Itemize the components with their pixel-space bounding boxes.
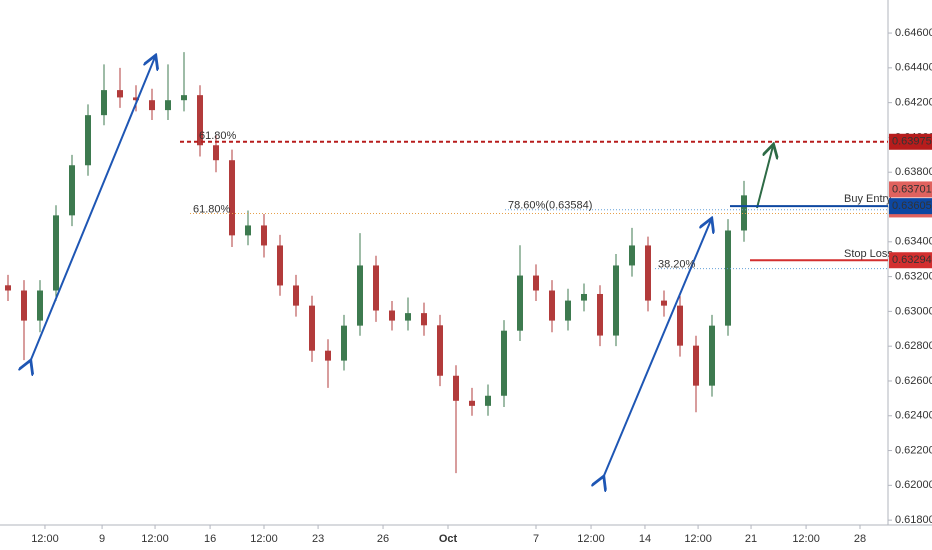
candle-body <box>629 245 635 266</box>
candle-body <box>613 265 619 336</box>
y-tick-label: 0.64200 <box>895 97 932 109</box>
x-tick-label: 12:00 <box>250 533 278 545</box>
candle-body <box>453 375 459 401</box>
candle-body <box>325 350 331 361</box>
candle-body <box>597 293 603 336</box>
x-tick-label: 28 <box>854 533 866 545</box>
candle-body <box>501 330 507 396</box>
arrow <box>756 146 773 209</box>
x-tick-label: 12:00 <box>684 533 712 545</box>
candle-body <box>373 265 379 311</box>
candle-body <box>213 145 219 161</box>
candle-body <box>181 95 187 101</box>
y-tick-label: 0.62200 <box>895 444 932 456</box>
y-tick-label: 0.64400 <box>895 62 932 74</box>
x-tick-label: 12:00 <box>141 533 169 545</box>
price-box <box>889 133 932 150</box>
candle-body <box>405 313 411 321</box>
candle-body <box>293 285 299 306</box>
price-label: 0.63701 <box>892 183 932 195</box>
fib-label: 61.80% <box>193 203 231 215</box>
price-label: 0.63975 <box>892 136 932 148</box>
fib-label: 38.20% <box>658 258 696 270</box>
y-tick-label: 0.63200 <box>895 270 932 282</box>
candle-body <box>437 325 443 376</box>
arrow <box>30 57 155 362</box>
y-tick-label: 0.63800 <box>895 166 932 178</box>
y-tick-label: 0.63400 <box>895 236 932 248</box>
candle-body <box>709 325 715 386</box>
x-tick-label: 23 <box>312 533 324 545</box>
candle-body <box>533 275 539 291</box>
candle-body <box>165 100 171 111</box>
candle-body <box>117 90 123 98</box>
candle-body <box>645 245 651 301</box>
x-tick-label: 7 <box>533 533 539 545</box>
candle-body <box>261 225 267 246</box>
price-label: 0.63605 <box>892 200 932 212</box>
price-label: 0.63294 <box>892 254 932 266</box>
fib-label: 78.60%(0.63584) <box>508 200 592 212</box>
candle-body <box>101 90 107 116</box>
x-tick-label: 14 <box>639 533 651 545</box>
candle-body <box>517 275 523 331</box>
candle-body <box>549 290 555 321</box>
candle-body <box>725 230 731 326</box>
candle-body <box>277 245 283 286</box>
candle-body <box>5 285 11 291</box>
price-box <box>889 252 932 269</box>
y-tick-label: 0.62000 <box>895 479 932 491</box>
candle-body <box>677 305 683 346</box>
y-tick-label: 0.61800 <box>895 514 932 526</box>
candle-body <box>53 215 59 291</box>
candle-body <box>229 160 235 236</box>
candle-body <box>741 195 747 231</box>
arrow <box>603 220 711 478</box>
candle-body <box>661 300 667 306</box>
candle-body <box>485 395 491 406</box>
price-box <box>889 181 932 198</box>
candle-body <box>341 325 347 361</box>
candle-body <box>37 290 43 321</box>
candle-body <box>149 100 155 111</box>
candle-body <box>421 313 427 326</box>
x-tick-label: Oct <box>439 533 458 545</box>
x-tick-label: 16 <box>204 533 216 545</box>
y-tick-label: 0.62600 <box>895 375 932 387</box>
candle-body <box>565 300 571 321</box>
entry-label: Buy Entry <box>844 193 892 205</box>
candle-body <box>21 290 27 321</box>
x-tick-label: 12:00 <box>31 533 59 545</box>
x-tick-label: 12:00 <box>792 533 820 545</box>
x-tick-label: 9 <box>99 533 105 545</box>
candle-body <box>357 265 363 326</box>
y-tick-label: 0.63000 <box>895 305 932 317</box>
candle-body <box>469 400 475 406</box>
y-tick-label: 0.62400 <box>895 410 932 422</box>
candle-body <box>85 115 91 166</box>
y-tick-label: 0.64600 <box>895 27 932 39</box>
price-box <box>889 198 932 215</box>
candle-body <box>309 305 315 351</box>
stop-label: Stop Loss <box>844 248 893 260</box>
candle-body <box>197 95 203 146</box>
candle-body <box>245 225 251 236</box>
candle-body <box>581 293 587 301</box>
fib-label: 61.80% <box>199 130 237 142</box>
x-tick-label: 12:00 <box>577 533 605 545</box>
candle-body <box>69 165 75 216</box>
y-tick-label: 0.62800 <box>895 340 932 352</box>
candle-body <box>389 310 395 321</box>
candle-body <box>693 345 699 386</box>
x-tick-label: 21 <box>745 533 757 545</box>
x-tick-label: 26 <box>377 533 389 545</box>
